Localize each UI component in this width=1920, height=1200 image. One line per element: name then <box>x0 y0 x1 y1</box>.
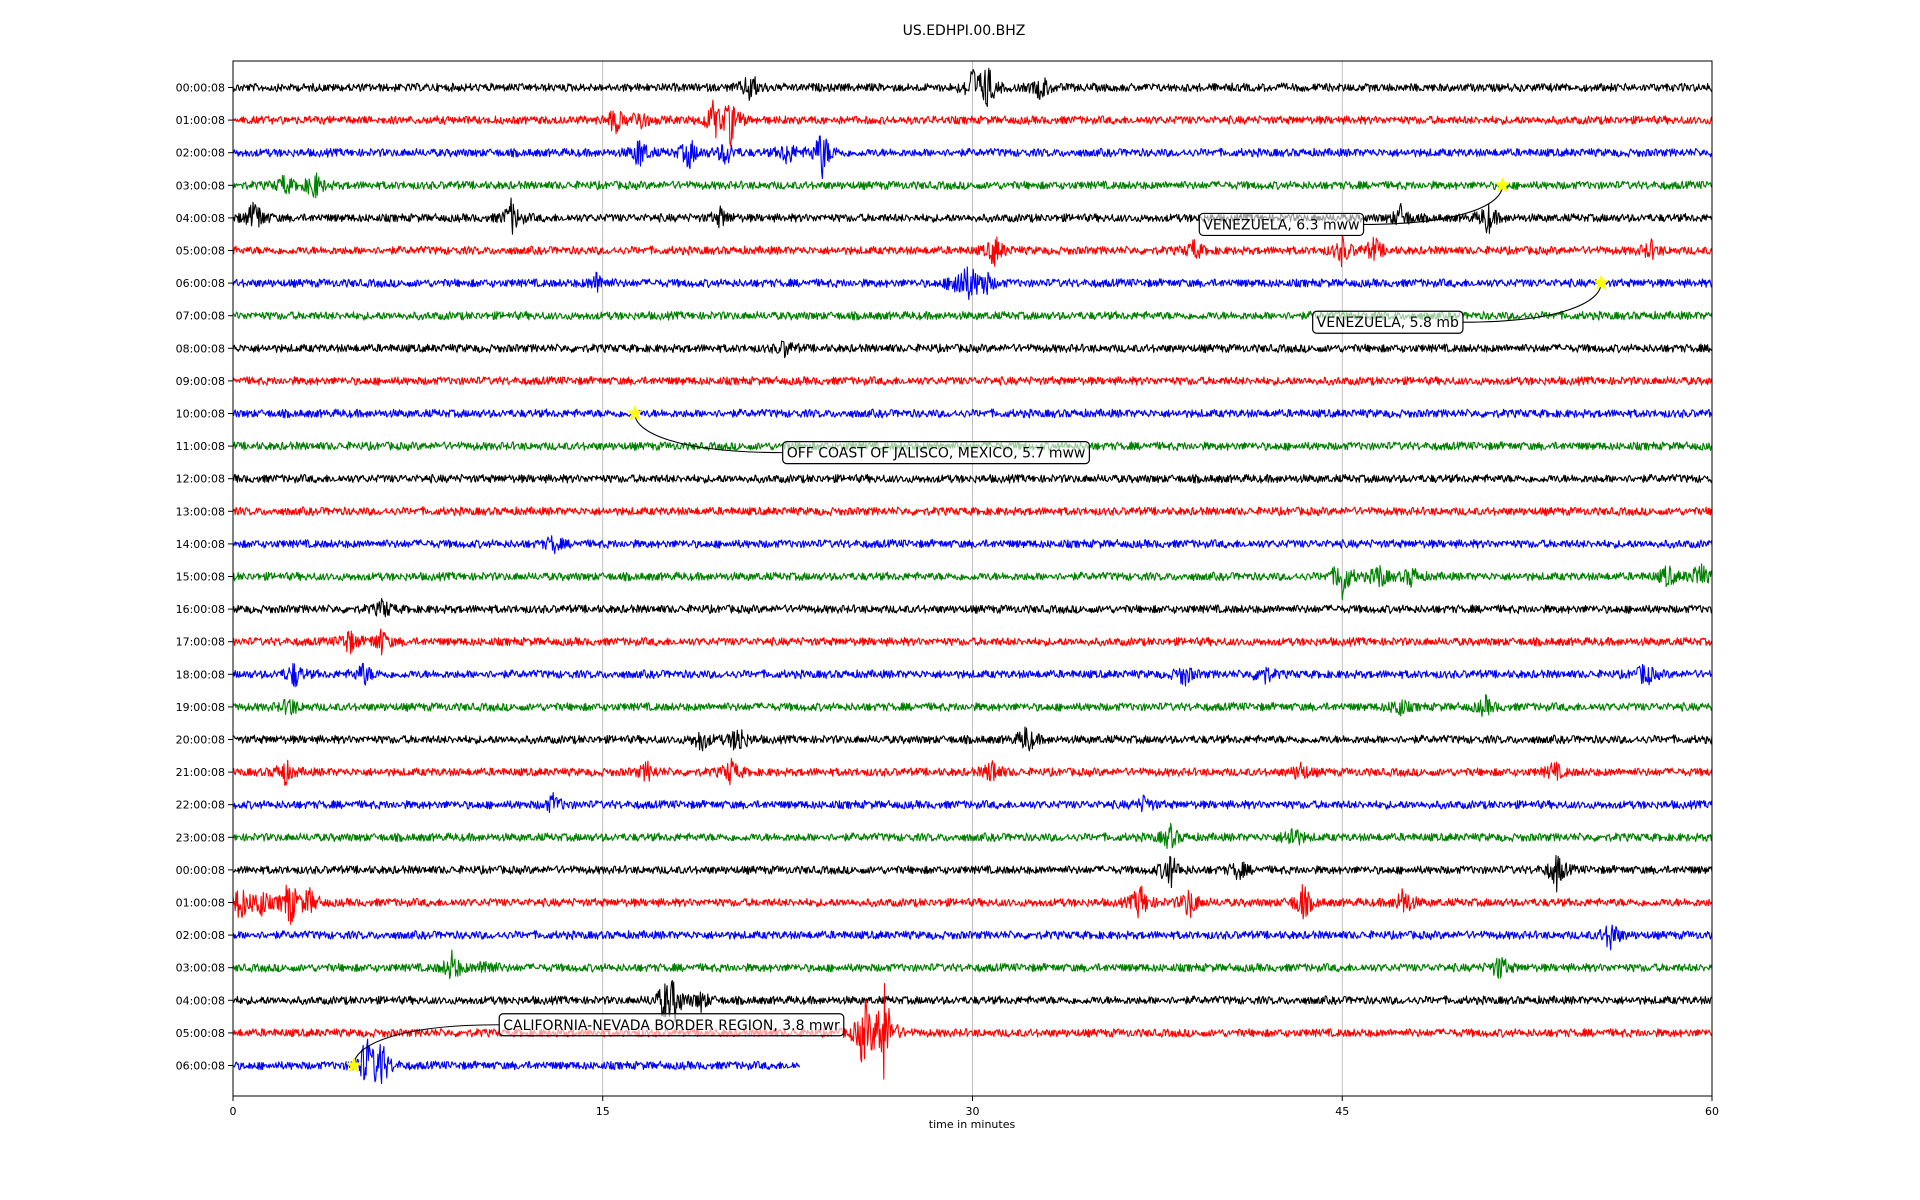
event-connector <box>1462 283 1602 323</box>
seismic-trace <box>232 983 1713 1080</box>
event-label-box <box>1198 212 1365 237</box>
seismic-trace <box>232 949 1713 980</box>
event-star-marker <box>345 1056 363 1073</box>
event-label: OFF COAST OF JALISCO, MEXICO, 5.7 mww <box>787 446 1086 462</box>
y-tick-label: 20:00:08 <box>176 734 225 747</box>
x-tick-label: 45 <box>1335 1105 1349 1118</box>
chart-title: US.EDHPI.00.BHZ <box>903 23 1026 39</box>
y-tick-label: 09:00:08 <box>176 375 225 388</box>
event-label: CALIFORNIA-NEVADA BORDER REGION, 3.8 mwr <box>503 1018 840 1034</box>
seismic-trace <box>232 197 1713 235</box>
y-tick-label: 04:00:08 <box>176 212 225 225</box>
seismic-trace <box>232 563 1713 601</box>
y-tick-label: 06:00:08 <box>176 1060 225 1073</box>
y-tick-label: 23:00:08 <box>176 831 225 844</box>
seismic-trace <box>232 694 1713 718</box>
seismic-trace <box>232 235 1713 268</box>
seismic-trace <box>232 726 1713 752</box>
event-label-box <box>1312 310 1464 334</box>
event-connector <box>634 413 783 454</box>
y-tick-label: 22:00:08 <box>176 799 225 812</box>
seismic-trace <box>232 854 1713 893</box>
y-tick-label: 02:00:08 <box>176 147 225 160</box>
y-tick-label: 03:00:08 <box>176 962 225 975</box>
seismic-trace <box>232 67 1713 108</box>
y-tick-label: 15:00:08 <box>176 571 225 584</box>
seismic-trace <box>232 924 1713 951</box>
event-connector <box>1363 185 1504 225</box>
seismic-trace <box>232 506 1713 517</box>
seismic-trace <box>232 408 1713 419</box>
seismic-trace <box>232 266 1713 301</box>
event-annotations: VENEZUELA, 6.3 mww VENEZUELA, 5.8 mb OFF C… <box>345 176 1610 1073</box>
x-tick-label: 60 <box>1705 1105 1719 1118</box>
seismic-trace <box>232 535 1713 555</box>
x-tick-label: 30 <box>966 1105 980 1118</box>
y-tick-label: 04:00:08 <box>176 994 225 1007</box>
seismic-trace <box>232 662 1713 688</box>
y-tick-label: 19:00:08 <box>176 701 225 714</box>
event-connector <box>353 1024 500 1066</box>
event-label: VENEZUELA, 5.8 mb <box>1317 315 1459 331</box>
event-star-marker <box>626 404 644 421</box>
y-tick-label: 03:00:08 <box>176 179 225 192</box>
seismic-trace <box>232 1038 801 1085</box>
seismic-trace <box>232 473 1713 484</box>
y-tick-label: 05:00:08 <box>176 245 225 258</box>
y-tick-label: 21:00:08 <box>176 766 225 779</box>
seismic-trace <box>232 310 1713 321</box>
y-tick-label: 00:00:08 <box>176 82 225 95</box>
seismic-trace <box>232 375 1713 386</box>
x-tick-label: 15 <box>596 1105 610 1118</box>
y-tick-label: 10:00:08 <box>176 408 225 421</box>
y-tick-label: 08:00:08 <box>176 342 225 355</box>
y-tick-label: 17:00:08 <box>176 636 225 649</box>
seismic-trace <box>232 822 1713 850</box>
y-tick-label: 05:00:08 <box>176 1027 225 1040</box>
seismic-trace <box>232 979 1713 1023</box>
seismic-trace <box>232 172 1713 199</box>
y-tick-label: 16:00:08 <box>176 603 225 616</box>
seismic-trace <box>232 792 1713 814</box>
y-tick-label: 18:00:08 <box>176 668 225 681</box>
x-tick-labels: 0 15 30 45 60 <box>230 1096 1719 1118</box>
seismogram-traces <box>232 67 1713 1085</box>
event-label: VENEZUELA, 6.3 mww <box>1203 217 1359 233</box>
seismic-trace <box>232 883 1713 925</box>
x-tick-label: 0 <box>230 1105 237 1118</box>
event-star-marker <box>1494 176 1511 193</box>
event-star-marker <box>1592 274 1610 291</box>
seismic-trace <box>232 628 1713 656</box>
y-tick-labels: 00:00:08 01:00:08 02:00:08 03:00:08 04:00:08… <box>176 82 233 1073</box>
axes-frame <box>232 60 1713 1097</box>
y-tick-label: 01:00:08 <box>176 114 225 127</box>
y-tick-label: 12:00:08 <box>176 473 225 486</box>
event-label-box <box>498 1013 845 1037</box>
seismic-trace <box>232 340 1713 359</box>
seismic-trace <box>232 135 1713 180</box>
x-axis-label: time in minutes <box>929 1118 1016 1131</box>
seismic-trace <box>232 597 1713 618</box>
y-tick-label: 01:00:08 <box>176 897 225 910</box>
event-label-box <box>782 441 1090 465</box>
y-tick-label: 13:00:08 <box>176 505 225 518</box>
y-tick-label: 14:00:08 <box>176 538 225 551</box>
y-tick-label: 02:00:08 <box>176 929 225 942</box>
y-tick-label: 11:00:08 <box>176 440 225 453</box>
y-tick-label: 06:00:08 <box>176 277 225 290</box>
seismic-trace <box>232 757 1713 786</box>
y-tick-label: 07:00:08 <box>176 310 225 323</box>
seismic-trace <box>232 99 1713 147</box>
y-tick-label: 00:00:08 <box>176 864 225 877</box>
